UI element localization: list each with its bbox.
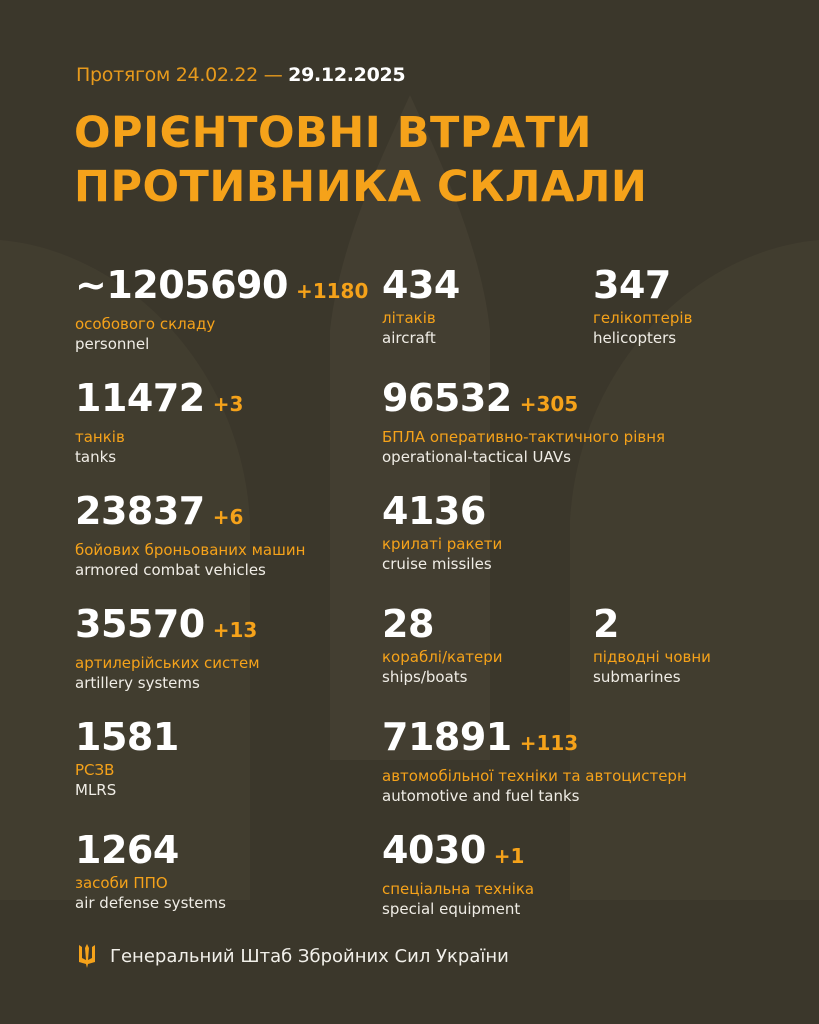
stat-value: 4030 +1 — [382, 827, 593, 879]
stat-number: 71891 — [382, 715, 512, 759]
stat-item: 2 підводні човни submarines — [593, 601, 793, 714]
stat-label-en: cruise missiles — [382, 555, 492, 573]
stat-number: 4030 — [382, 828, 486, 872]
stat-label-en: automotive and fuel tanks — [382, 787, 580, 805]
title-line-1: ОРІЄНТОВНІ ВТРАТИ — [74, 108, 592, 158]
period-text: Протягом 24.02.22 — 29.12.2025 — [76, 64, 406, 86]
stat-value: 1264 — [75, 827, 382, 873]
stat-value: 11472 +3 — [75, 375, 382, 427]
stat-item: 434 літаків aircraft — [382, 262, 593, 375]
stat-number: 347 — [593, 263, 671, 307]
stat-increment: +13 — [212, 618, 258, 642]
stats-grid: ~1205690 +1180 особового складу personnel 43… — [75, 262, 793, 940]
stat-item: 23837 +6 бойових броньованих машин armored … — [75, 488, 382, 601]
stat-item: 1264 засоби ППО air defense systems — [75, 827, 382, 940]
stat-label-ua: спеціальна техніка — [382, 880, 535, 898]
stat-value: 1581 — [75, 714, 382, 760]
stat-label-en: armored combat vehicles — [75, 561, 266, 579]
stat-item: 96532 +305 БПЛА оперативно-тактичного рівн… — [382, 375, 666, 488]
stat-label-en: submarines — [593, 668, 681, 686]
stat-increment: +113 — [519, 731, 579, 755]
stat-number: 23837 — [75, 489, 205, 533]
stat-label-ua: автомобільної техніки та автоцистерн — [382, 767, 687, 785]
stat-label-ua: танків — [75, 428, 125, 446]
stat-label-ua: крилаті ракети — [382, 535, 503, 553]
stat-label-en: aircraft — [382, 329, 436, 347]
stat-value: 4136 — [382, 488, 593, 534]
stat-label-en: artillery systems — [75, 674, 200, 692]
stat-label-ua: підводні човни — [593, 648, 711, 666]
stat-number: 11472 — [75, 376, 205, 420]
page-title: ОРІЄНТОВНІ ВТРАТИ ПРОТИВНИКА СКЛАЛИ — [74, 106, 647, 214]
stat-label-ua: гелікоптерів — [593, 309, 693, 327]
stat-value: 347 — [593, 262, 793, 308]
stat-label-ua: літаків — [382, 309, 436, 327]
period-prefix: Протягом 24.02.22 — — [76, 64, 283, 86]
stat-label-en: special equipment — [382, 900, 521, 918]
stat-item: 4136 крилаті ракети cruise missiles — [382, 488, 593, 601]
stat-number: 1581 — [75, 715, 179, 759]
stat-value: 23837 +6 — [75, 488, 382, 540]
stat-number: 4136 — [382, 489, 486, 533]
stat-number: ~1205690 — [75, 263, 288, 307]
stat-number: 28 — [382, 602, 434, 646]
stat-item: 28 кораблі/катери ships/boats — [382, 601, 593, 714]
stat-item: 71891 +113 автомобільної техніки та автоци… — [382, 714, 687, 827]
stat-increment: +3 — [212, 392, 244, 416]
stat-label-ua: кораблі/катери — [382, 648, 503, 666]
stat-value: 71891 +113 — [382, 714, 593, 766]
period-date: 29.12.2025 — [288, 64, 406, 86]
stat-value: 2 — [593, 601, 793, 647]
stat-label-en: operational-tactical UAVs — [382, 448, 571, 466]
stat-increment: +6 — [212, 505, 244, 529]
stat-label-ua: артилерійських систем — [75, 654, 260, 672]
stat-value: 28 — [382, 601, 593, 647]
stat-label-en: ships/boats — [382, 668, 468, 686]
stat-label-en: helicopters — [593, 329, 677, 347]
stat-number: 1264 — [75, 828, 179, 872]
trident-icon — [79, 944, 95, 968]
stat-label-ua: особового складу — [75, 315, 216, 333]
stat-label-ua: засоби ППО — [75, 874, 168, 892]
title-line-2: ПРОТИВНИКА СКЛАЛИ — [74, 162, 648, 212]
stat-label-en: tanks — [75, 448, 117, 466]
stat-increment: +1 — [493, 844, 525, 868]
stat-item: ~1205690 +1180 особового складу personnel — [75, 262, 382, 375]
footer-text: Генеральний Штаб Збройних Сил України — [110, 945, 509, 967]
stat-label-ua: РСЗВ — [75, 761, 115, 779]
stat-label-ua: бойових броньованих машин — [75, 541, 306, 559]
stat-number: 2 — [593, 602, 619, 646]
stat-value: 96532 +305 — [382, 375, 593, 427]
stat-item: 11472 +3 танків tanks — [75, 375, 382, 488]
stat-label-en: air defense systems — [75, 894, 226, 912]
stat-item: 4030 +1 спеціальна техніка special equipmen… — [382, 827, 593, 940]
stat-label-ua: БПЛА оперативно-тактичного рівня — [382, 428, 666, 446]
stat-value: 35570 +13 — [75, 601, 382, 653]
stat-label-en: MLRS — [75, 781, 117, 799]
stat-number: 434 — [382, 263, 460, 307]
stat-value: ~1205690 +1180 — [75, 262, 382, 314]
stat-item: 347 гелікоптерів helicopters — [593, 262, 793, 375]
stat-increment: +1180 — [295, 279, 369, 303]
footer: Генеральний Штаб Збройних Сил України — [78, 944, 509, 968]
stat-number: 35570 — [75, 602, 205, 646]
stat-value: 434 — [382, 262, 593, 308]
stat-number: 96532 — [382, 376, 512, 420]
stat-increment: +305 — [519, 392, 579, 416]
stat-item: 35570 +13 артилерійських систем artillery s… — [75, 601, 382, 714]
stat-item: 1581 РСЗВ MLRS — [75, 714, 382, 827]
stat-label-en: personnel — [75, 335, 150, 353]
